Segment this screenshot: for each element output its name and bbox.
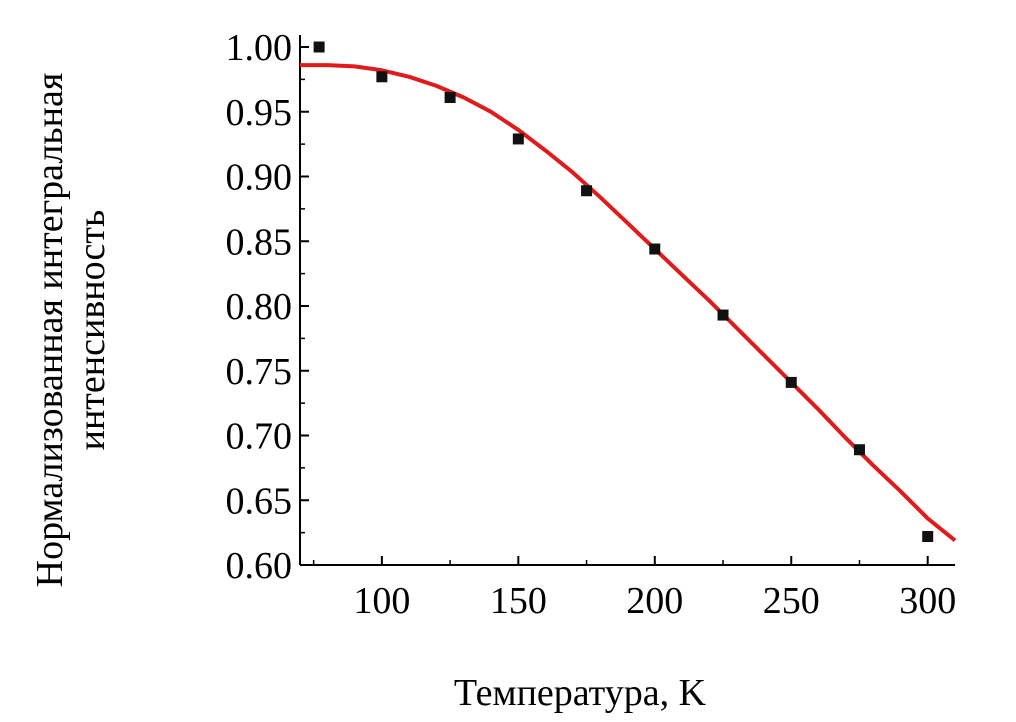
x-axis-title: Температура, K	[454, 672, 707, 714]
data-point	[717, 309, 729, 321]
x-tick-label: 200	[626, 580, 683, 622]
y-tick-label: 0.70	[226, 416, 293, 458]
y-tick-label: 1.00	[226, 27, 293, 69]
y-tick-label: 0.85	[226, 221, 293, 263]
data-point	[512, 133, 524, 145]
y-tick-label: 0.75	[226, 351, 293, 393]
y-tick-label: 0.80	[226, 286, 293, 328]
data-point	[581, 185, 593, 197]
fit-curve	[300, 63, 957, 542]
data-point	[785, 376, 797, 388]
x-tick-label: 300	[899, 580, 956, 622]
y-axis-title: Нормализованная интегральная интенсивнос…	[29, 73, 113, 588]
data-point	[853, 444, 865, 456]
data-point	[376, 71, 388, 83]
y-tick-label: 0.65	[226, 480, 293, 522]
x-tick-label: 150	[490, 580, 547, 622]
x-tick-label: 100	[353, 580, 410, 622]
y-axis-title-line-2: интенсивность	[71, 210, 113, 451]
data-point	[922, 531, 934, 543]
y-tick-label: 0.60	[226, 545, 293, 587]
data-point	[444, 92, 456, 104]
plot-area: 0.60 0.65 0.70 0.75 0.80 0.85 0.90 0.95 1.00 100 1…	[226, 27, 957, 622]
data-point	[649, 243, 661, 255]
data-point	[313, 41, 325, 53]
y-tick-label: 0.90	[226, 157, 293, 199]
y-axis-title-line-1: Нормализованная интегральная	[29, 73, 71, 588]
y-tick-label: 0.95	[226, 92, 293, 134]
x-tick-label: 250	[763, 580, 820, 622]
